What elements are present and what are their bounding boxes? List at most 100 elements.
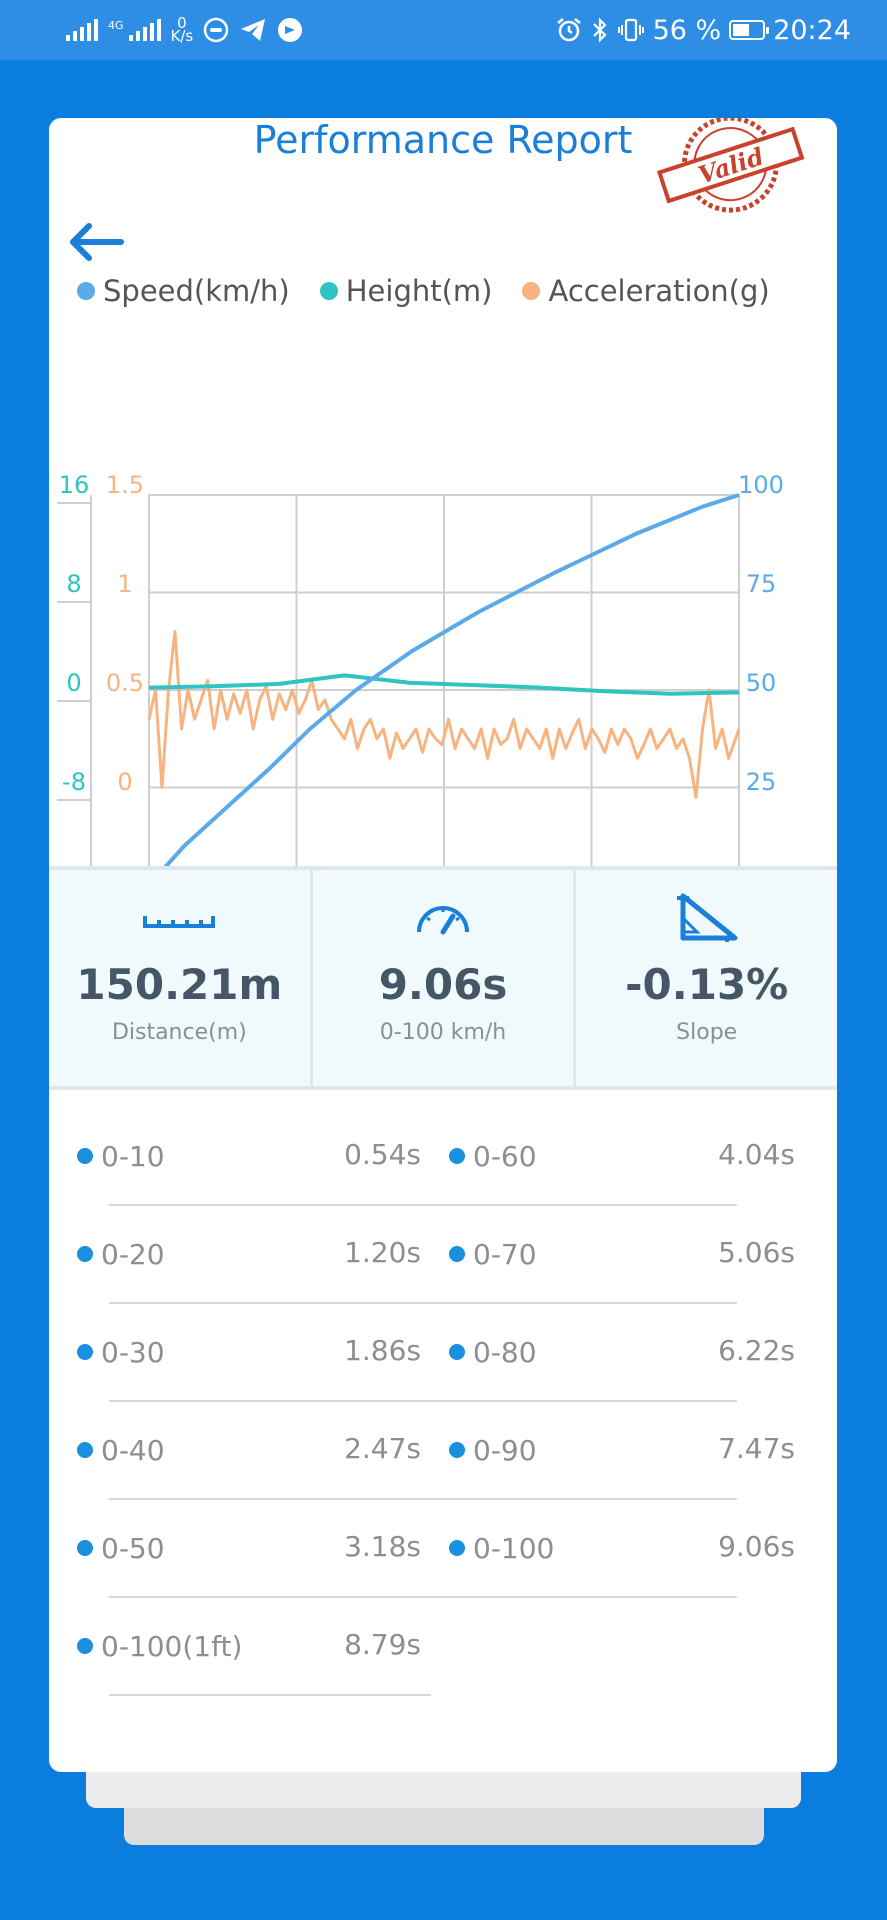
legend-dot-acceleration	[522, 282, 541, 300]
split-time: 9.06s	[718, 1530, 795, 1563]
speed-tick-label: 75	[746, 570, 777, 598]
net-speed-value: 0	[177, 14, 187, 32]
stat-acceleration-time: 9.06s 0-100 km/h	[313, 870, 577, 1086]
row-divider	[109, 1302, 737, 1304]
row-divider	[109, 1204, 737, 1206]
speedometer-icon	[417, 906, 469, 935]
status-left: 4G 0 K/s	[66, 12, 303, 48]
split-row: 0-50 3.18s 0-100 9.06s	[49, 1500, 837, 1598]
row-divider	[109, 1498, 737, 1500]
split-left-label-group: 0-20	[77, 1234, 165, 1274]
split-right-label-group: 0-70	[449, 1234, 537, 1274]
acceleration-tick-label: 1	[117, 570, 132, 598]
status-right: 56 % 20:24	[555, 12, 851, 48]
page-title: Performance Report	[253, 118, 633, 162]
split-label: 0-30	[101, 1335, 165, 1369]
battery-fill	[733, 24, 750, 36]
split-label: 0-100	[473, 1531, 555, 1565]
split-label: 0-20	[101, 1237, 165, 1271]
bullet-dot	[77, 1344, 93, 1360]
split-time: 7.47s	[718, 1432, 795, 1465]
split-row: 0-30 1.86s 0-80 6.22s	[49, 1304, 837, 1402]
split-label: 0-50	[101, 1531, 165, 1565]
stat-slope-value: -0.13%	[625, 960, 789, 1009]
height-tick-label: 16	[59, 471, 90, 499]
series-line-acceleration	[147, 630, 741, 799]
split-right-label-group: 0-60	[449, 1136, 537, 1176]
bullet-dot	[77, 1442, 93, 1458]
telegram-icon	[241, 19, 266, 41]
network-type: 4G	[108, 19, 124, 32]
bullet-dot	[77, 1148, 93, 1164]
split-label: 0-80	[473, 1335, 537, 1369]
acceleration-tick-label: 0.5	[106, 669, 144, 697]
bluetooth-icon	[592, 17, 607, 43]
legend-dot-height	[319, 282, 338, 300]
speed-tick-label: 50	[746, 669, 777, 697]
split-left-label-group: 0-10	[77, 1136, 165, 1176]
legend-item-speed[interactable]: Speed(km/h)	[77, 274, 290, 308]
series-line-height	[148, 673, 740, 696]
alarm-icon	[556, 18, 581, 42]
split-right-label-group: 0-100	[449, 1528, 554, 1568]
split-time: 2.47s	[344, 1432, 421, 1465]
battery-icon	[729, 20, 770, 40]
status-time: 20:24	[773, 14, 851, 46]
bullet-dot	[449, 1148, 465, 1164]
chart-legend: Speed(km/h) Height(m) Acceleration(g)	[77, 274, 770, 308]
split-label: 0-100(1ft)	[101, 1629, 243, 1663]
vibrate-icon	[617, 18, 644, 42]
legend-label-acceleration: Acceleration(g)	[548, 274, 770, 308]
split-time: 1.20s	[344, 1236, 421, 1269]
legend-label-speed: Speed(km/h)	[103, 274, 290, 308]
stat-distance-label: Distance(m)	[111, 1020, 247, 1045]
split-label: 0-40	[101, 1433, 165, 1467]
height-tick-label: 0	[66, 669, 81, 697]
split-label: 0-60	[473, 1139, 537, 1173]
split-left-label-group: 0-30	[77, 1332, 165, 1372]
row-divider	[109, 1400, 737, 1402]
signal-icon	[66, 19, 98, 41]
height-tick-label: 8	[66, 570, 81, 598]
split-right-label-group: 0-90	[449, 1430, 537, 1470]
legend-item-height[interactable]: Height(m)	[319, 274, 492, 308]
stat-distance: 150.21m Distance(m)	[49, 870, 313, 1086]
stat-slope-label: Slope	[676, 1020, 738, 1045]
split-row: 0-10 0.54s 0-60 4.04s	[49, 1108, 837, 1206]
valid-stamp: Valid	[656, 118, 805, 213]
row-divider	[109, 1694, 431, 1696]
split-left-label-group: 0-50	[77, 1528, 165, 1568]
row-divider	[109, 1596, 737, 1598]
bullet-dot	[449, 1540, 465, 1556]
bullet-dot	[77, 1246, 93, 1262]
legend-dot-speed	[77, 282, 95, 300]
ruler-icon	[143, 916, 216, 928]
status-bar: 4G 0 K/s 56 % 20:24	[0, 0, 887, 60]
bullet-dot	[77, 1638, 93, 1654]
stats-panel: 150.21m Distance(m) 9.06s 0-100 km/h -0.…	[49, 866, 837, 1090]
split-time: 6.22s	[718, 1334, 795, 1367]
vpn-icon	[204, 17, 229, 43]
stat-time-label: 0-100 km/h	[379, 1020, 507, 1045]
legend-item-acceleration[interactable]: Acceleration(g)	[522, 274, 770, 308]
split-left-label-group: 0-100(1ft)	[77, 1626, 242, 1666]
net-speed: 0 K/s	[171, 14, 194, 44]
stat-distance-value: 150.21m	[76, 960, 283, 1009]
app-icon	[278, 18, 303, 42]
battery-percent: 56 %	[652, 14, 722, 46]
series-line-speed	[147, 493, 740, 887]
split-label: 0-70	[473, 1237, 537, 1271]
acceleration-tick-label: 0	[117, 768, 132, 796]
arrow-left-icon[interactable]	[63, 218, 127, 266]
bullet-dot	[449, 1344, 465, 1360]
split-row: 0-20 1.20s 0-70 5.06s	[49, 1206, 837, 1304]
split-label: 0-90	[473, 1433, 537, 1467]
split-time: 0.54s	[344, 1138, 421, 1171]
acceleration-tick-label: 1.5	[106, 471, 144, 499]
bullet-dot	[77, 1540, 93, 1556]
split-time: 8.79s	[344, 1628, 421, 1661]
signal-icon-2: 4G	[108, 19, 161, 41]
split-time: 5.06s	[718, 1236, 795, 1269]
speed-tick-label: 100	[738, 471, 784, 499]
